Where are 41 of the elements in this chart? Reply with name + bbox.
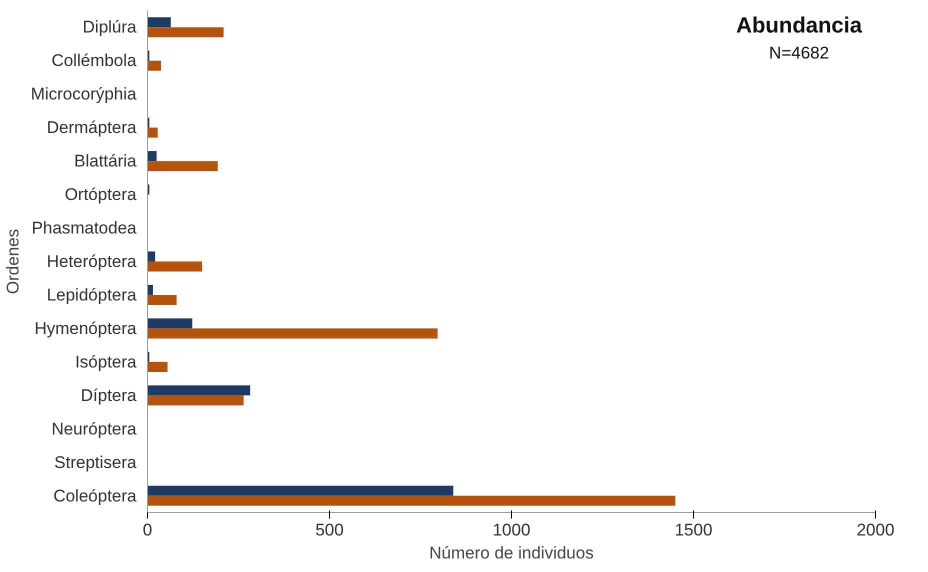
x-tick-label: 2000: [856, 520, 894, 540]
y-tick-label: Lepidóptera: [46, 285, 138, 304]
bar: [148, 486, 454, 496]
bar: [148, 60, 161, 71]
y-tick-label: Microcorýphia: [30, 84, 138, 104]
y-tick-label: Heteróptera: [46, 252, 138, 271]
y-tick-label: Neuróptera: [51, 419, 138, 438]
bar: [148, 496, 676, 506]
y-tick-label: Phasmatodea: [32, 218, 138, 238]
bar: [148, 328, 438, 338]
annotation: Abundancia: [736, 12, 863, 38]
bar: [148, 161, 218, 172]
y-tick-label: Díptera: [80, 386, 138, 405]
y-tick-label: Coleóptera: [53, 486, 138, 506]
x-tick-label: 1500: [674, 520, 712, 540]
bar: [148, 262, 202, 272]
y-tick-label: Blattária: [74, 152, 138, 171]
bar: [148, 318, 192, 328]
x-tick-label: 1000: [492, 520, 530, 540]
y-tick-label: Diplúra: [82, 18, 138, 37]
x-tick-label: 500: [315, 520, 344, 540]
y-tick-label: Dermáptera: [46, 118, 138, 138]
y-tick-label: Streptisera: [54, 452, 138, 472]
bar: [148, 17, 171, 28]
y-axis-title: Ordenes: [4, 228, 23, 294]
x-tick-label: 0: [142, 520, 152, 540]
y-tick-label: Isóptera: [75, 352, 138, 372]
bar: [148, 128, 158, 138]
bar: [148, 294, 177, 306]
bar: [148, 395, 244, 406]
bar: [148, 284, 153, 295]
y-tick-label: Collémbola: [51, 51, 138, 70]
bar: [148, 251, 156, 262]
y-tick-label: Ortóptera: [64, 185, 138, 204]
bar: [148, 151, 157, 162]
y-tick-label: Hymenóptera: [34, 318, 138, 338]
bar: [148, 27, 224, 38]
x-axis-title: Número de individuos: [429, 544, 594, 562]
bar: [148, 385, 250, 396]
annotation: N=4682: [769, 43, 830, 62]
bar: [148, 362, 168, 372]
